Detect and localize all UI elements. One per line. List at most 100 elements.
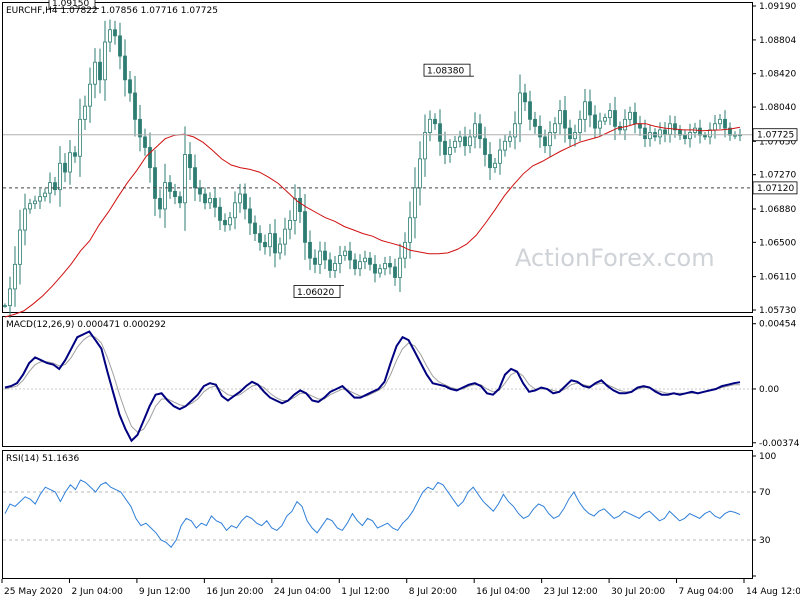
candle-body — [318, 250, 322, 265]
candle-body — [353, 259, 357, 270]
time-tick-label: 24 Jun 04:00 — [274, 587, 331, 597]
rsi-line — [3, 479, 752, 548]
candle-body — [268, 233, 272, 248]
macd-tick-label: 0.00454 — [759, 320, 796, 330]
candle-body — [298, 198, 302, 212]
price-title: EURCHF,H4 1.07822 1.07856 1.07716 1.0772… — [6, 6, 218, 16]
candle-body — [83, 105, 87, 120]
candle-body — [238, 193, 242, 204]
time-tick-label: 7 Aug 04:00 — [679, 587, 734, 597]
macd-tick-label: 0.00 — [759, 385, 779, 395]
price-panel — [2, 2, 753, 313]
moving-average-line — [4, 123, 741, 318]
candle-body — [148, 147, 152, 169]
candle-body — [173, 190, 177, 198]
candle-body — [633, 111, 637, 125]
candle-body — [663, 129, 667, 135]
candle-body — [228, 217, 232, 226]
time-tick-label: 16 Jul 04:00 — [476, 587, 530, 597]
candle-body — [578, 118, 582, 133]
time-tick-label: 14 Aug 12:00 — [746, 587, 800, 597]
macd-axis: 0.00454 0.00 -0.003745 — [752, 320, 800, 449]
candle-body — [563, 110, 567, 129]
candle-body — [423, 132, 427, 160]
candle-body — [588, 101, 592, 116]
candle-body — [198, 187, 202, 195]
candle-body — [388, 263, 392, 268]
candle-body — [158, 198, 162, 210]
rsi-title: RSI(14) 51.1636 — [6, 454, 79, 464]
time-tick-label: 2 Jun 04:00 — [71, 587, 123, 597]
candle-body — [733, 134, 737, 137]
candle-body — [333, 263, 337, 271]
candle-body — [43, 192, 47, 198]
macd-panel — [2, 316, 753, 447]
candle-body — [498, 149, 502, 164]
price-annotations: 1.07725 1.07120 1.09150 1.08380 1.06020 — [3, 0, 798, 298]
candle-body — [58, 162, 62, 191]
candle-body — [428, 118, 432, 133]
candle-body — [343, 250, 347, 256]
candle-body — [398, 257, 402, 278]
candle-body — [558, 110, 562, 125]
candle-body — [213, 198, 217, 208]
candle-body — [323, 250, 327, 261]
time-tick-label: 30 Jul 20:00 — [611, 587, 665, 597]
price-tick-label: 1.06500 — [759, 238, 796, 248]
candle-body — [28, 203, 32, 210]
macd-signal-line — [4, 335, 741, 433]
candle-body — [683, 134, 687, 140]
candle-body — [103, 41, 107, 81]
candle-body — [233, 202, 237, 219]
candle-body — [453, 140, 457, 148]
candle-body — [713, 123, 717, 131]
watermark: ActionForex.com — [515, 244, 715, 272]
candle-body — [443, 140, 447, 155]
candle-body — [8, 288, 12, 307]
candle-body — [273, 233, 277, 254]
candle-body — [573, 132, 577, 140]
candle-body — [38, 196, 42, 202]
price-tick-label: 1.08420 — [759, 70, 796, 80]
candle-body — [603, 117, 607, 122]
candle-body — [613, 110, 617, 127]
candle-body — [658, 129, 662, 138]
candle-body — [88, 83, 92, 107]
candle-body — [538, 125, 542, 138]
candle-body — [313, 257, 317, 265]
rsi-series-line — [4, 479, 741, 548]
candle-body — [458, 136, 462, 142]
candle-body — [623, 118, 627, 131]
candle-body — [513, 123, 517, 138]
time-axis: 25 May 2020 2 Jun 04:00 9 Jun 12:00 16 Jun … — [1, 579, 800, 597]
candle-body — [473, 123, 477, 138]
candle-body — [418, 158, 422, 189]
price-tick-label: 1.08040 — [759, 103, 796, 113]
candle-body — [523, 92, 527, 103]
candle-body — [258, 233, 262, 243]
candle-body — [303, 211, 307, 243]
candle-body — [293, 198, 297, 221]
price-annotation-label: 1.06020 — [297, 288, 334, 298]
candle-body — [708, 129, 712, 138]
candle-body — [308, 241, 312, 259]
candle-body — [338, 255, 342, 264]
candle-body — [123, 55, 127, 81]
candle-body — [488, 154, 492, 169]
candle-body — [183, 154, 187, 204]
candle-body — [108, 29, 112, 43]
candle-body — [118, 35, 122, 57]
price-tick-label: 1.08804 — [759, 36, 796, 46]
macd-tick-label: -0.003745 — [759, 439, 800, 449]
candle-body — [698, 127, 702, 136]
candle-body — [248, 208, 252, 224]
rsi-panel — [2, 450, 753, 579]
candle-body — [253, 222, 257, 234]
candle-body — [533, 118, 537, 127]
candle-body — [583, 101, 587, 120]
current-price-tag — [752, 128, 798, 142]
candle-body — [203, 193, 207, 204]
candle-body — [543, 136, 547, 147]
candle-body — [218, 206, 222, 221]
candle-body — [358, 261, 362, 270]
